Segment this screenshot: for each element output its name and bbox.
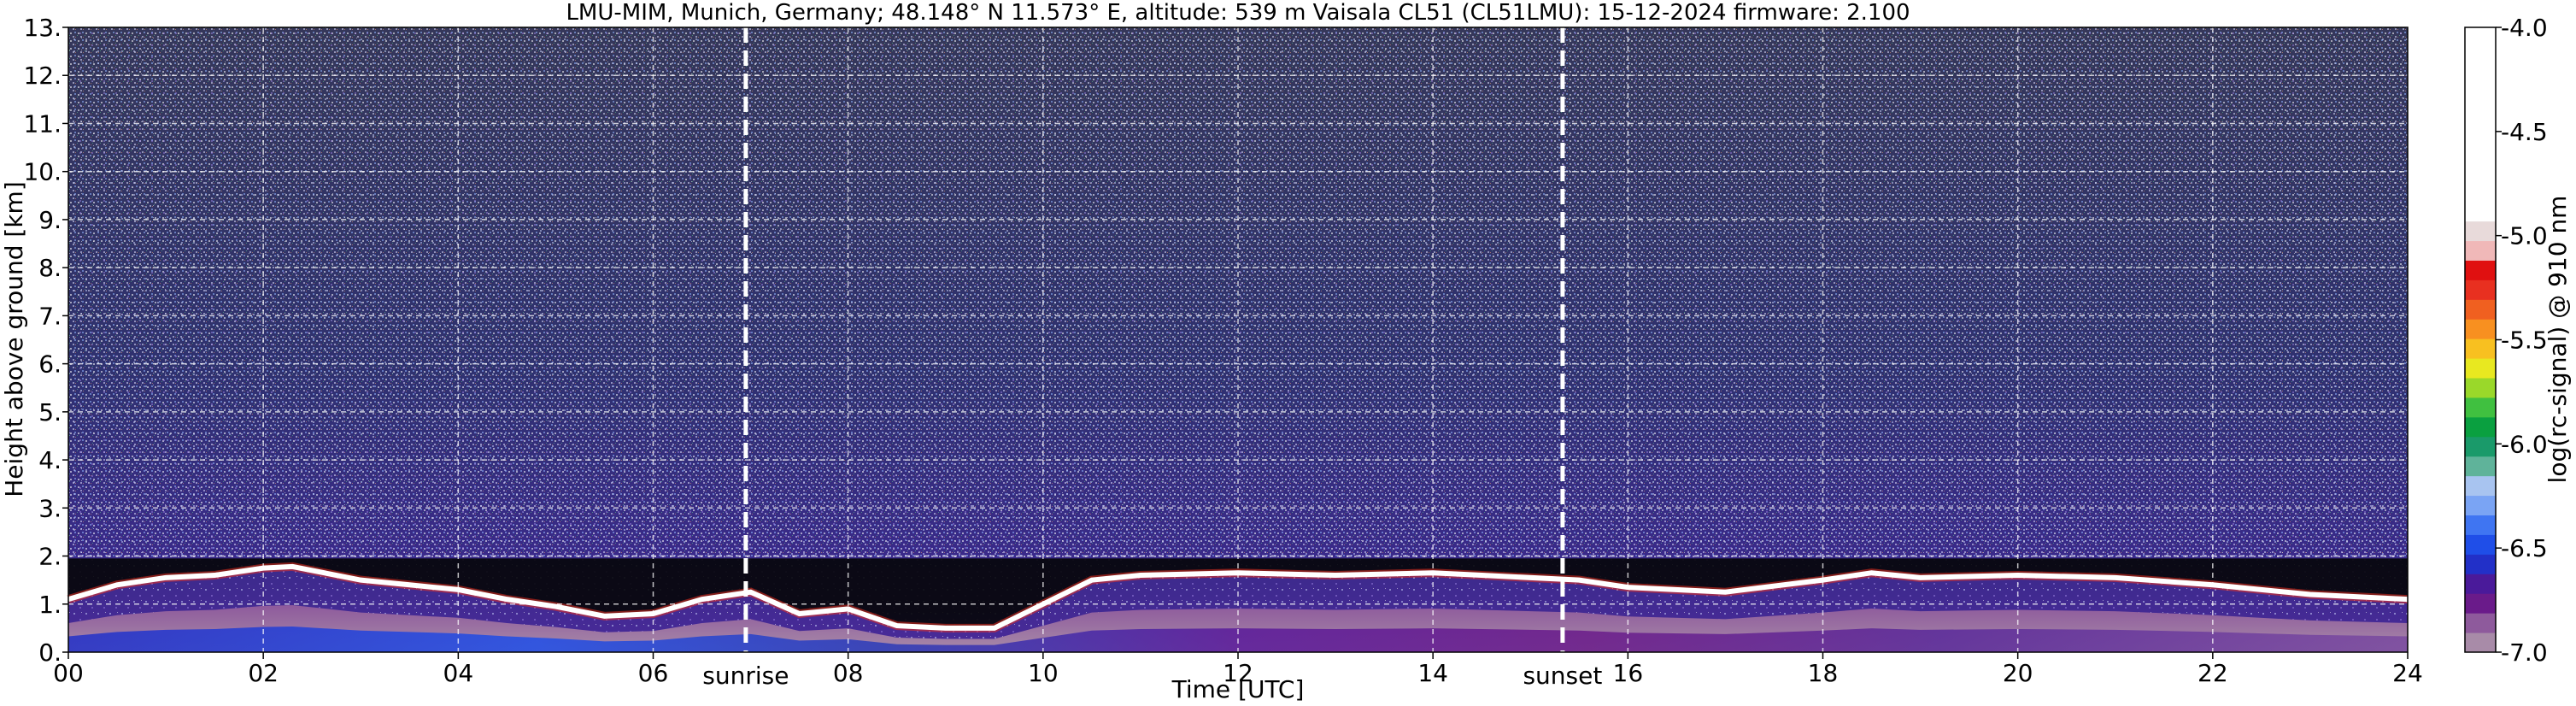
y-tick-label: 2. (38, 543, 62, 571)
colorbar-swatch (2465, 240, 2496, 261)
colorbar-swatch (2465, 319, 2496, 339)
grid (68, 27, 2408, 652)
y-tick-label: 1. (38, 591, 62, 619)
colorbar-label: log(rc-signal) @ 910 nm (2544, 196, 2572, 484)
y-tick-label: 5. (38, 398, 62, 427)
marker-label-sunset: sunset (1523, 662, 1602, 690)
colorbar-swatches (2465, 27, 2496, 653)
y-tick-label: 12. (23, 62, 62, 90)
colorbar-swatch (2465, 279, 2496, 300)
y-tick-label: 10. (23, 158, 62, 186)
x-tick-label: 06 (638, 659, 669, 687)
x-tick-label: 00 (53, 659, 84, 687)
chart-title: LMU-MIM, Munich, Germany; 48.148° N 11.5… (566, 0, 1910, 26)
colorbar-tick-label: -5.0 (2501, 222, 2548, 250)
colorbar-swatch (2465, 338, 2496, 359)
y-tick-label: 7. (38, 302, 62, 330)
colorbar-swatch (2465, 574, 2496, 594)
y-axis-ticks: 0. 1. 2. 3. 4. 5. 6. 7. 8. 9. 10. 11. 12. 13. (23, 14, 68, 667)
x-tick-label: 22 (2198, 659, 2228, 687)
x-tick-label: 20 (2003, 659, 2033, 687)
y-tick-label: 0. (38, 638, 62, 667)
x-tick-label: 10 (1028, 659, 1059, 687)
x-tick-label: 12 (1223, 659, 1253, 687)
sun-markers (743, 27, 1565, 652)
y-tick-label: 3. (38, 494, 62, 522)
cloud-base-line (67, 563, 2409, 631)
colorbar-swatch (2465, 613, 2496, 633)
colorbar-tick-label: -5.5 (2501, 327, 2548, 355)
x-tick-label: 16 (1613, 659, 1644, 687)
colorbar-swatch (2465, 378, 2496, 398)
colorbar-swatch (2465, 299, 2496, 320)
colorbar: -4.0 -4.5 -5.0 -5.5 -6.0 -6.5 -7.0 log(rc-sign… (2464, 14, 2572, 667)
y-axis-label: Height above ground [km] (0, 181, 28, 497)
colorbar-tick-label: -7.0 (2501, 638, 2548, 667)
colorbar-ticks: -4.0 -4.5 -5.0 -5.5 -6.0 -6.5 -7.0 (2496, 14, 2548, 667)
colorbar-swatch (2465, 534, 2496, 555)
colorbar-swatch (2465, 554, 2496, 574)
colorbar-swatch (2465, 358, 2496, 379)
x-tick-label: 02 (248, 659, 279, 687)
colorbar-swatch (2465, 416, 2496, 438)
colorbar-tick-label: -4.0 (2501, 14, 2548, 42)
colorbar-swatch (2465, 221, 2496, 242)
marker-label-sunrise: sunrise (702, 662, 789, 690)
colorbar-swatch (2465, 436, 2496, 457)
y-tick-label: 9. (38, 206, 62, 234)
y-tick-label: 4. (38, 446, 62, 474)
plot-area (67, 26, 2409, 653)
colorbar-tick-label: -4.5 (2501, 118, 2548, 146)
y-tick-label: 11. (23, 109, 62, 138)
y-tick-label: 6. (38, 350, 62, 379)
x-tick-label: 14 (1417, 659, 1448, 687)
y-tick-label: 13. (23, 14, 62, 42)
colorbar-swatch (2465, 27, 2496, 222)
x-tick-label: 04 (443, 659, 474, 687)
colorbar-swatch (2465, 515, 2496, 535)
colorbar-tick-label: -6.5 (2501, 534, 2548, 562)
colorbar-swatch (2465, 397, 2496, 418)
colorbar-swatch (2465, 495, 2496, 516)
x-axis-label: Time [UTC] (1171, 675, 1305, 703)
x-tick-label: 08 (833, 659, 864, 687)
x-axis-ticks: 00 02 04 06 08 10 12 14 16 18 20 22 24 (53, 652, 2423, 687)
colorbar-swatch (2465, 260, 2496, 280)
colorbar-tick-label: -6.0 (2501, 430, 2548, 458)
x-tick-label: 18 (1808, 659, 1839, 687)
x-tick-label: 24 (2392, 659, 2423, 687)
colorbar-swatch (2465, 632, 2496, 653)
y-tick-label: 8. (38, 254, 62, 282)
colorbar-swatch (2465, 475, 2496, 497)
colorbar-swatch (2465, 456, 2496, 477)
colorbar-swatch (2465, 593, 2496, 614)
